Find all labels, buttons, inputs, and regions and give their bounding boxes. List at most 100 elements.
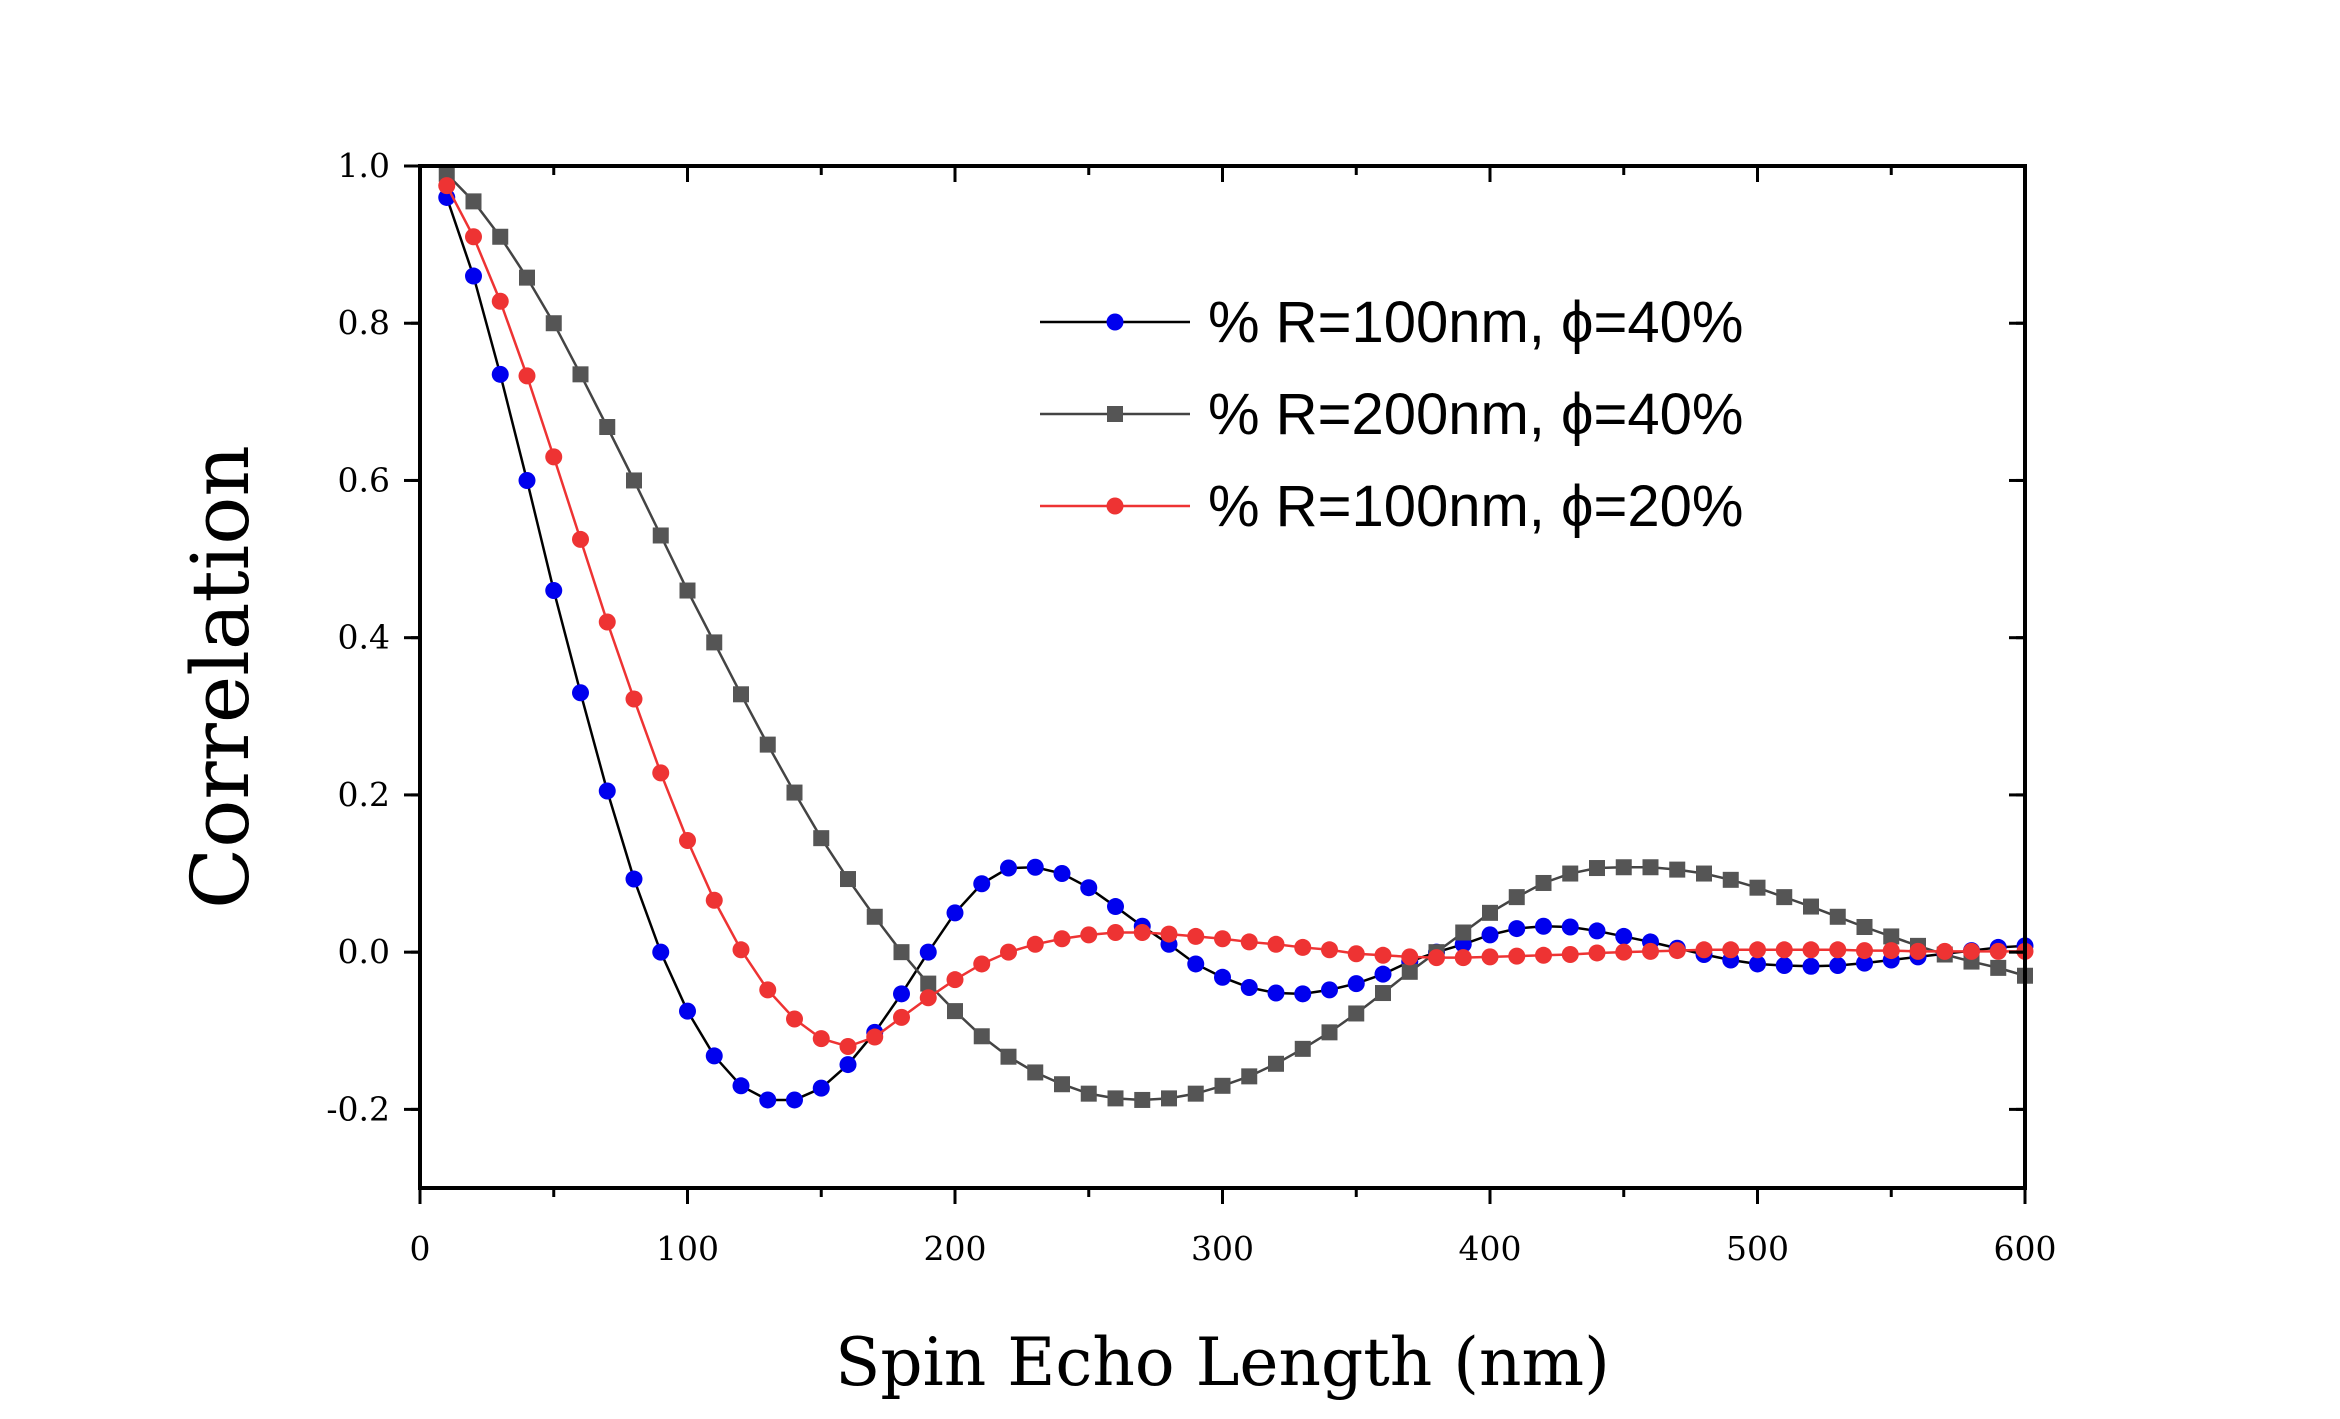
data-point [946,904,964,922]
data-point [1161,1090,1177,1107]
data-point [1321,941,1338,959]
data-point [1642,859,1659,876]
data-point [786,1010,803,1028]
data-point [1989,942,2007,960]
data-point [1749,955,1766,973]
data-point [1561,918,1579,936]
x-tick-label: 400 [1459,1229,1522,1268]
data-point [840,871,856,888]
data-point [492,228,509,245]
data-point [438,165,455,182]
data-point [518,367,536,385]
data-point [1829,957,1847,975]
data-point [733,686,749,703]
data-point [1508,920,1526,938]
data-point [598,613,616,631]
legend-item: % R=100nm, ϕ=40% [1040,290,1743,355]
data-point [1588,944,1606,962]
data-point [1187,927,1205,945]
data-point [1428,949,1445,967]
data-point [491,365,509,383]
data-point [572,684,589,702]
data-point [545,448,563,466]
data-point [866,908,883,925]
series-layer [438,165,2034,1109]
data-point [1535,917,1552,935]
data-point [598,782,616,800]
data-point [1080,1085,1097,1102]
data-point [1802,957,1820,975]
data-point [1401,963,1418,980]
data-point [919,989,937,1007]
data-point [812,1030,830,1048]
data-point [519,269,535,286]
x-tick-label: 200 [924,1229,987,1268]
data-point [1775,957,1793,975]
data-point [1160,925,1178,943]
y-tick-label: 0.2 [338,775,390,814]
data-point [1535,946,1552,964]
data-point [1054,1076,1070,1093]
data-point [1990,959,2007,976]
data-point [652,943,670,961]
series-3 [438,177,2034,1055]
data-point [706,634,723,651]
data-point [813,830,830,847]
ticks-layer: 0 100 200 300 400 500 600 -0.2 0.0 0.2 0.4 0.6 0.8 1.… [326,146,2056,1268]
data-point [1374,946,1392,964]
data-point [1722,871,1739,888]
data-point [839,1056,857,1074]
data-point [1000,859,1017,877]
x-tick-label: 0 [410,1229,431,1268]
x-tick-label: 500 [1726,1229,1789,1268]
data-point [1668,942,1686,960]
data-point [1454,949,1472,967]
data-point [1268,1055,1284,1072]
data-point [866,1028,884,1046]
legend-label: % R=200nm, ϕ=40% [1208,382,1743,447]
data-point [625,870,643,888]
data-point [572,366,589,383]
data-point [786,1091,803,1109]
data-point [652,764,670,782]
data-point [1374,965,1392,983]
data-point [1375,985,1391,1002]
data-point [1615,859,1632,876]
data-point [893,1008,910,1026]
data-point [705,1047,723,1065]
data-point [438,177,456,195]
legend: % R=100nm, ϕ=40% % R=200nm, ϕ=40% % R=100n… [1040,290,1743,539]
legend-marker [1106,497,1124,515]
data-point [1535,874,1552,891]
data-point [1749,941,1766,959]
y-tick-label: -0.2 [326,1089,390,1128]
data-point [1214,1077,1231,1094]
series-1 [438,188,2034,1109]
legend-label: % R=100nm, ϕ=20% [1208,474,1743,539]
y-tick-label: 0.4 [338,618,390,657]
data-point [812,1079,830,1097]
data-point [1348,1005,1365,1022]
data-point [1936,942,1954,960]
data-point [1053,865,1071,883]
data-point [1963,942,1980,960]
data-point [732,1077,750,1095]
legend-item: % R=100nm, ϕ=20% [1040,474,1743,539]
data-point [626,472,642,489]
x-tick-label: 600 [1994,1229,2057,1268]
data-point [1133,924,1151,941]
data-point [1561,946,1579,964]
data-point [973,1028,990,1045]
data-point [919,943,937,961]
data-point [1749,879,1766,896]
data-point [599,419,616,436]
data-point [759,1091,777,1109]
x-tick-label: 300 [1191,1229,1254,1268]
data-point [1508,947,1526,965]
data-point [920,975,937,992]
data-point [1027,1064,1044,1081]
data-point [1347,945,1365,963]
data-point [1669,861,1686,878]
data-point [1214,968,1231,986]
